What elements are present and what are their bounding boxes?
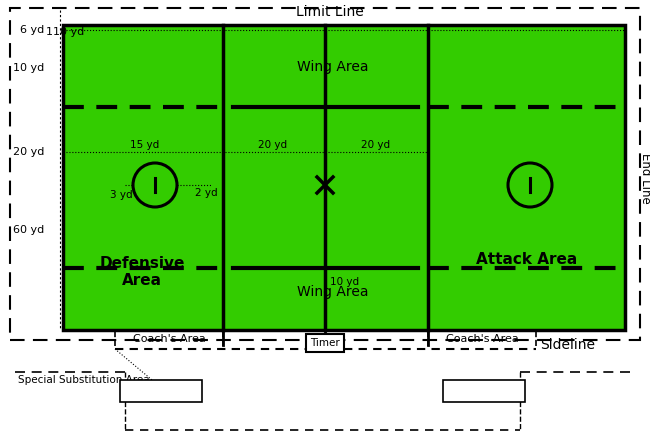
Text: Defensive
Area: Defensive Area	[99, 256, 185, 288]
Text: 6 yd: 6 yd	[20, 25, 44, 35]
Text: 20 yd: 20 yd	[259, 140, 287, 150]
Bar	[10, 8, 640, 340]
Text: Wing Area: Wing Area	[297, 60, 369, 74]
Text: Attack Area: Attack Area	[476, 253, 578, 267]
Bar	[63, 25, 625, 330]
Bar	[443, 380, 525, 402]
Text: Sideline: Sideline	[541, 338, 595, 352]
Text: Timer: Timer	[310, 338, 340, 348]
Text: Coach's Area: Coach's Area	[133, 334, 205, 344]
Bar	[120, 380, 202, 402]
Text: 3 yd: 3 yd	[110, 190, 133, 200]
Text: 15 yd: 15 yd	[131, 140, 160, 150]
Text: Benches: Benches	[137, 386, 185, 396]
Text: 60 yd: 60 yd	[13, 225, 44, 235]
Text: 20 yd: 20 yd	[361, 140, 391, 150]
Text: Coach's Area: Coach's Area	[446, 334, 519, 344]
Text: 20 yd: 20 yd	[12, 147, 44, 157]
Text: Benches: Benches	[460, 386, 508, 396]
Text: 10 yd: 10 yd	[13, 63, 44, 73]
Text: 2 yd: 2 yd	[195, 188, 218, 198]
Text: End Line: End Line	[638, 153, 650, 203]
Bar	[306, 334, 344, 352]
Text: Special Substitution Area: Special Substitution Area	[18, 375, 150, 385]
Text: Wing Area: Wing Area	[297, 285, 369, 299]
Text: 110 yd: 110 yd	[46, 27, 84, 37]
Text: 10 yd: 10 yd	[330, 277, 359, 287]
Text: Limit Line: Limit Line	[296, 5, 364, 19]
